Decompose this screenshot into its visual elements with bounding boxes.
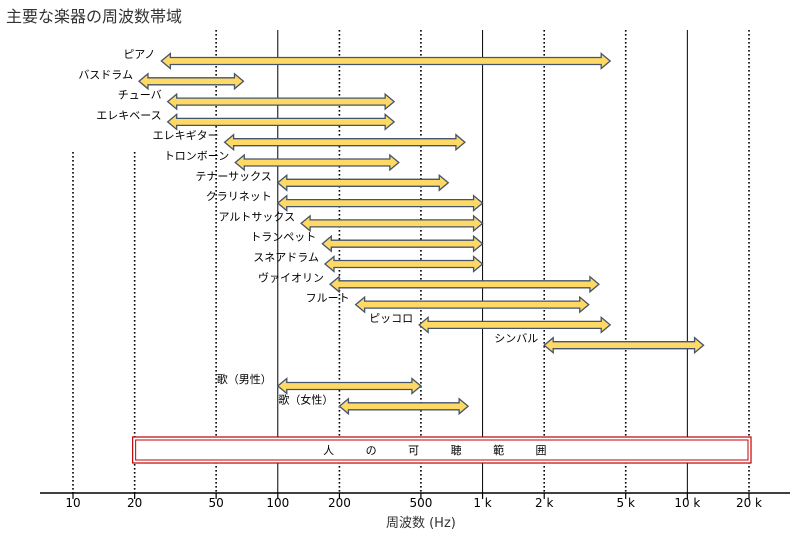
range-arrow: [166, 113, 396, 131]
instrument-label: シンバル: [494, 332, 538, 345]
range-arrow: [276, 377, 422, 395]
range-arrow: [276, 194, 484, 212]
range-arrow: [276, 173, 450, 192]
range-arrow: [543, 336, 705, 355]
instrument-label: エレキギター: [153, 129, 219, 142]
x-tick-label: 100: [266, 496, 289, 510]
instrument-label: クラリネット: [206, 190, 272, 203]
range-arrow: [160, 52, 612, 70]
instrument-label: チューバ: [118, 89, 162, 102]
instrument-label: トロンボーン: [164, 150, 229, 163]
range-arrow: [300, 214, 484, 233]
instrument-label: トランペット: [250, 231, 316, 244]
range-arrow: [338, 397, 470, 416]
hearing-range-label: 人 の 可 聴 範 囲: [323, 443, 560, 457]
hearing-range-outer-box: [132, 436, 752, 464]
x-tick-label: 10: [65, 496, 80, 510]
instrument-label: ピアノ: [123, 48, 155, 61]
instrument-labels: ピアノバスドラムチューバエレキベースエレキギタートロンボーンテナーサックスクラリ…: [78, 48, 538, 406]
instrument-label: フルート: [306, 292, 350, 305]
x-tick-label: 20 k: [736, 496, 762, 510]
range-arrow: [166, 92, 396, 111]
hearing-range: 人 の 可 聴 範 囲: [132, 436, 752, 464]
instrument-bars: [137, 52, 705, 416]
instrument-label: スネアドラム: [253, 251, 319, 264]
hearing-range-inner-box: [135, 439, 749, 461]
instrument-label: ピッコロ: [369, 312, 413, 325]
x-tick-label: 50: [208, 496, 223, 510]
x-tick-label: 200: [328, 496, 351, 510]
range-arrow: [354, 295, 590, 314]
range-arrow: [329, 275, 600, 294]
x-tick-label: 5 k: [617, 496, 635, 510]
instrument-label: テナーサックス: [195, 170, 271, 183]
range-arrow: [323, 255, 484, 273]
instrument-label: 歌（男性）: [217, 372, 272, 386]
x-tick-label: 1 k: [473, 496, 491, 510]
instrument-label: バスドラム: [78, 68, 133, 81]
instrument-label: 歌（女性）: [278, 392, 333, 406]
range-arrow: [234, 153, 400, 172]
instrument-label: エレキベース: [96, 109, 161, 122]
x-axis-title: 周波数 (Hz): [386, 516, 456, 531]
range-arrow: [137, 72, 245, 91]
x-tick-label: 10 k: [674, 496, 700, 510]
x-tick-label: 20: [127, 496, 142, 510]
x-tick-label: 2 k: [535, 496, 553, 510]
x-tick-label: 500: [409, 496, 432, 510]
instrument-label: ヴァイオリン: [258, 270, 324, 284]
x-axis: 10 20 50 100 200 500 1 k 2 k 5 k 10 k 20 k 周波数 (Hz): [40, 492, 790, 531]
chart-title: 主要な楽器の周波数帯域: [6, 7, 183, 26]
range-arrow: [223, 133, 466, 152]
range-arrow: [418, 316, 612, 334]
gridlines: [72, 30, 750, 493]
range-arrow: [321, 234, 484, 253]
instrument-label: アルトサックス: [219, 210, 296, 223]
